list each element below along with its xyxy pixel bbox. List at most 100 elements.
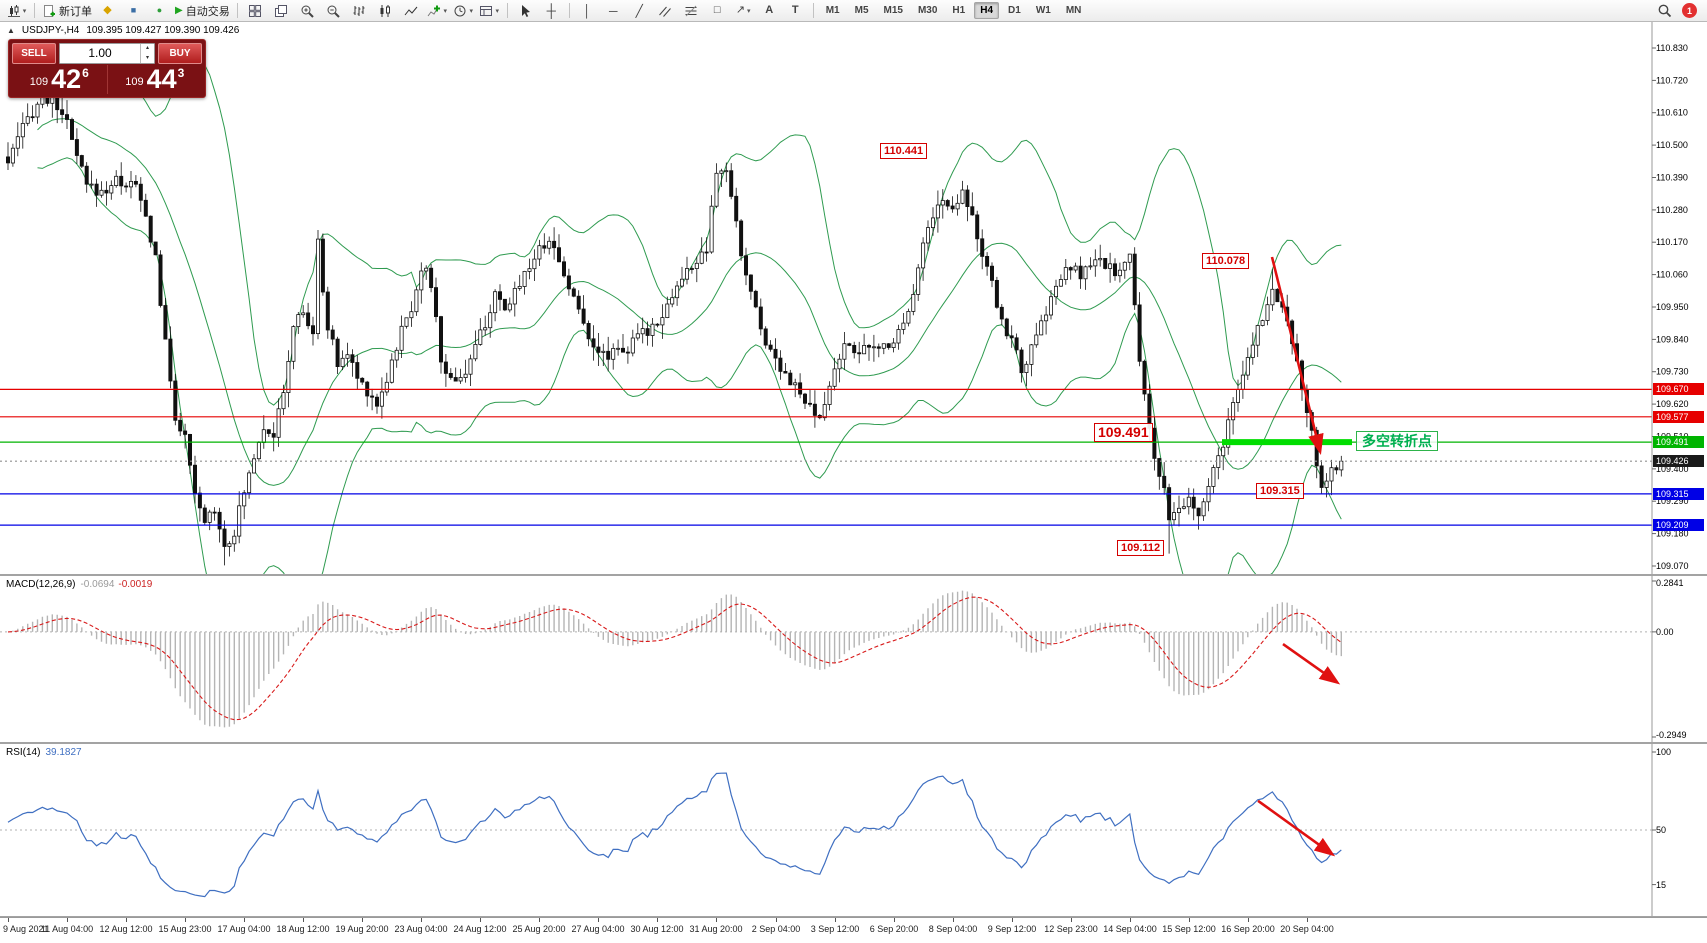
time-axis-label: 17 Aug 04:00 — [217, 924, 271, 934]
sell-price-prefix: 109 — [29, 76, 49, 88]
time-axis[interactable]: 9 Aug 2021 11 Aug 04:00 12 Aug 12:00 15 Aug… — [0, 917, 1707, 943]
price-axis-badge: 109.577 — [1653, 411, 1704, 423]
price-axis[interactable] — [1652, 22, 1707, 917]
time-axis-label: 12 Aug 12:00 — [99, 924, 153, 934]
price-callout[interactable]: 110.078 — [1202, 253, 1250, 269]
crosshair-button[interactable]: ┼ — [539, 1, 564, 20]
time-axis-tick — [244, 918, 245, 922]
volume-spin-buttons[interactable]: ▴ ▾ — [140, 44, 154, 63]
zoom-out-icon — [327, 5, 340, 18]
turning-point-annotation[interactable]: 多空转折点 — [1356, 431, 1438, 451]
toolbar-separator — [812, 3, 814, 18]
rsi-panel[interactable]: RSI(14) 39.1827 100 50 15 — [0, 744, 1707, 916]
one-click-collapse-icon[interactable]: ▲ — [7, 26, 15, 35]
cascade-windows-icon — [275, 4, 288, 17]
tile-windows-button[interactable] — [243, 1, 268, 20]
time-axis-tick — [953, 918, 954, 922]
vertical-line-icon: │ — [583, 3, 591, 18]
rsi-line — [7, 772, 1342, 898]
time-axis-label: 30 Aug 12:00 — [630, 924, 684, 934]
sell-price-big: 42 — [51, 64, 82, 94]
rsi-svg — [0, 744, 1656, 916]
timeframe-h1[interactable]: H1 — [952, 5, 966, 16]
autotrading-button[interactable]: ▶ 自动交易 — [173, 1, 232, 20]
line-chart-button[interactable] — [399, 1, 424, 20]
bar-chart-button[interactable] — [347, 1, 372, 20]
timeframe-m5[interactable]: M5 — [854, 5, 869, 16]
metaeditor-button[interactable]: ◆ — [95, 1, 120, 20]
buy-price-sup: 3 — [177, 66, 185, 80]
panel-splitter[interactable] — [0, 742, 1707, 744]
autotrading-label: 自动交易 — [185, 5, 230, 18]
fibonacci-button[interactable] — [679, 1, 704, 20]
panel-splitter[interactable] — [0, 574, 1707, 576]
arrows-tool-button[interactable]: ↗ ▾ — [731, 1, 756, 20]
shapes-button[interactable]: □ — [705, 1, 730, 20]
text-tool-button[interactable]: A — [757, 1, 782, 20]
label-tool-button[interactable]: T — [783, 1, 808, 20]
volume-value[interactable]: 1.00 — [88, 46, 112, 60]
time-axis-label: 20 Sep 04:00 — [1280, 924, 1334, 934]
timeframe-m1[interactable]: M1 — [825, 5, 840, 16]
price-callout[interactable]: 109.491 — [1094, 423, 1153, 442]
time-axis-tick — [421, 918, 422, 922]
time-axis-label: 15 Aug 23:00 — [158, 924, 212, 934]
fibonacci-icon — [685, 5, 697, 16]
candles-layer — [6, 82, 1344, 566]
timeframe-w1[interactable]: W1 — [1035, 5, 1051, 16]
spin-up-icon[interactable]: ▴ — [145, 45, 149, 51]
time-axis-tick — [1307, 918, 1308, 922]
price-axis-badge: 109.670 — [1653, 383, 1704, 395]
market-watch-button[interactable]: ■ — [121, 1, 146, 20]
trendline-button[interactable]: ╱ — [627, 1, 652, 20]
zoom-in-icon — [301, 5, 314, 18]
cascade-windows-button[interactable] — [269, 1, 294, 20]
sell-price[interactable]: 109 42 6 — [12, 65, 107, 94]
macd-value-2: -0.0019 — [118, 579, 153, 590]
time-axis-label: 23 Aug 04:00 — [394, 924, 448, 934]
indicators-button[interactable]: ▾ — [425, 1, 450, 20]
timeframe-m30[interactable]: M30 — [917, 5, 938, 16]
cursor-button[interactable] — [513, 1, 538, 20]
zoom-out-button[interactable] — [321, 1, 346, 20]
periods-button[interactable]: ▾ — [451, 1, 476, 20]
toolbar-separator — [506, 3, 508, 18]
zoom-in-button[interactable] — [295, 1, 320, 20]
volume-spinner[interactable]: 1.00 ▴ ▾ — [59, 43, 155, 64]
time-axis-label: 6 Sep 20:00 — [869, 924, 919, 934]
svg-text:109.400: 109.400 — [1656, 464, 1689, 474]
timeframe-h4[interactable]: H4 — [974, 2, 1000, 19]
price-callout[interactable]: 109.112 — [1117, 540, 1165, 556]
spin-down-icon[interactable]: ▾ — [145, 54, 149, 61]
macd-signal-line — [7, 596, 1342, 721]
candlestick-chart-button[interactable] — [373, 1, 398, 20]
price-axis-badge: 109.209 — [1653, 519, 1704, 531]
buy-price[interactable]: 109 44 3 — [108, 65, 203, 94]
toolbar-separator — [236, 3, 238, 18]
templates-button[interactable]: ▾ — [477, 1, 502, 20]
timeframe-mn[interactable]: MN — [1065, 5, 1082, 16]
buy-button[interactable]: BUY — [158, 43, 202, 64]
main-chart-panel[interactable]: 110.830 110.720 110.610 110.500 110.390 110.2… — [0, 22, 1707, 574]
sell-button[interactable]: SELL — [12, 43, 56, 64]
vertical-line-button[interactable]: │ — [575, 1, 600, 20]
periods-clock-icon — [454, 5, 466, 16]
time-axis-tick — [67, 918, 68, 922]
search-button[interactable] — [1652, 1, 1677, 20]
notification-badge[interactable]: 1 — [1682, 3, 1697, 18]
new-order-button[interactable]: 新订单 — [40, 1, 94, 20]
new-chart-button[interactable]: ▾ — [4, 1, 29, 20]
price-callout[interactable]: 109.315 — [1256, 483, 1304, 499]
timeframe-m15[interactable]: M15 — [883, 5, 903, 16]
macd-panel[interactable]: MACD(12,26,9) -0.0694 -0.0019 0.2841 0.00 -0… — [0, 576, 1707, 742]
channel-button[interactable] — [653, 1, 678, 20]
terminal-button[interactable]: ● — [147, 1, 172, 20]
svg-text:109.620: 109.620 — [1656, 399, 1689, 409]
crosshair-icon: ┼ — [546, 3, 556, 18]
terminal-icon: ● — [156, 5, 163, 15]
timeframe-d1[interactable]: D1 — [1008, 5, 1021, 16]
horizontal-line-button[interactable]: ─ — [601, 1, 626, 20]
time-axis-tick — [480, 918, 481, 922]
price-callout[interactable]: 110.441 — [880, 143, 928, 159]
